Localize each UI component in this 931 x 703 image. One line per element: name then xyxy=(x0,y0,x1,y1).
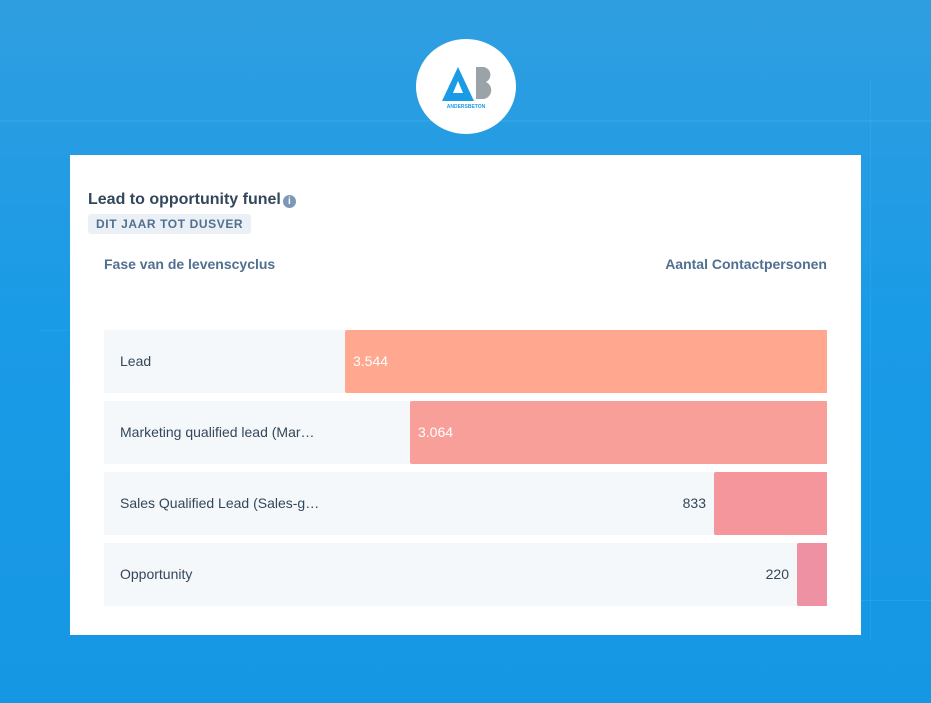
brand-logo: ANDERSBETON xyxy=(416,39,516,134)
funnel-row[interactable]: Lead 3.544 xyxy=(104,330,827,393)
svg-text:ANDERSBETON: ANDERSBETON xyxy=(447,104,486,110)
funnel-value-label: 833 xyxy=(682,495,706,511)
andersbeton-logo-icon: ANDERSBETON xyxy=(442,66,492,110)
funnel-bar[interactable] xyxy=(410,401,827,464)
funnel-row-label: Sales Qualified Lead (Sales-g… xyxy=(120,495,320,511)
info-icon[interactable]: i xyxy=(282,194,296,208)
funnel-value-label: 3.544 xyxy=(353,353,389,369)
card-header: Lead to opportunity funel i xyxy=(88,191,296,209)
funnel-row[interactable]: Sales Qualified Lead (Sales-g… 833 xyxy=(104,472,827,535)
funnel-bar[interactable] xyxy=(797,543,827,606)
funnel-row[interactable]: Marketing qualified lead (Mar… 3.064 xyxy=(104,401,827,464)
funnel-row-label: Opportunity xyxy=(120,566,193,582)
funnel-value-label: 3.064 xyxy=(418,424,454,440)
funnel-value-label: 220 xyxy=(765,566,789,582)
date-range-badge: DIT JAAR TOT DUSVER xyxy=(88,214,252,234)
card-title: Lead to opportunity funel xyxy=(88,191,281,208)
column-header-lifecycle: Fase van de levenscyclus xyxy=(104,256,276,272)
funnel-bar[interactable] xyxy=(714,472,827,535)
funnel-bar[interactable] xyxy=(345,330,827,393)
funnel-row[interactable]: Opportunity 220 xyxy=(104,543,827,606)
funnel-report-card: Lead to opportunity funel i DIT JAAR TOT… xyxy=(70,155,861,635)
funnel-row-label: Lead xyxy=(120,353,152,369)
column-header-count: Aantal Contactpersonen xyxy=(665,256,827,272)
funnel-row-label: Marketing qualified lead (Mar… xyxy=(120,424,315,440)
